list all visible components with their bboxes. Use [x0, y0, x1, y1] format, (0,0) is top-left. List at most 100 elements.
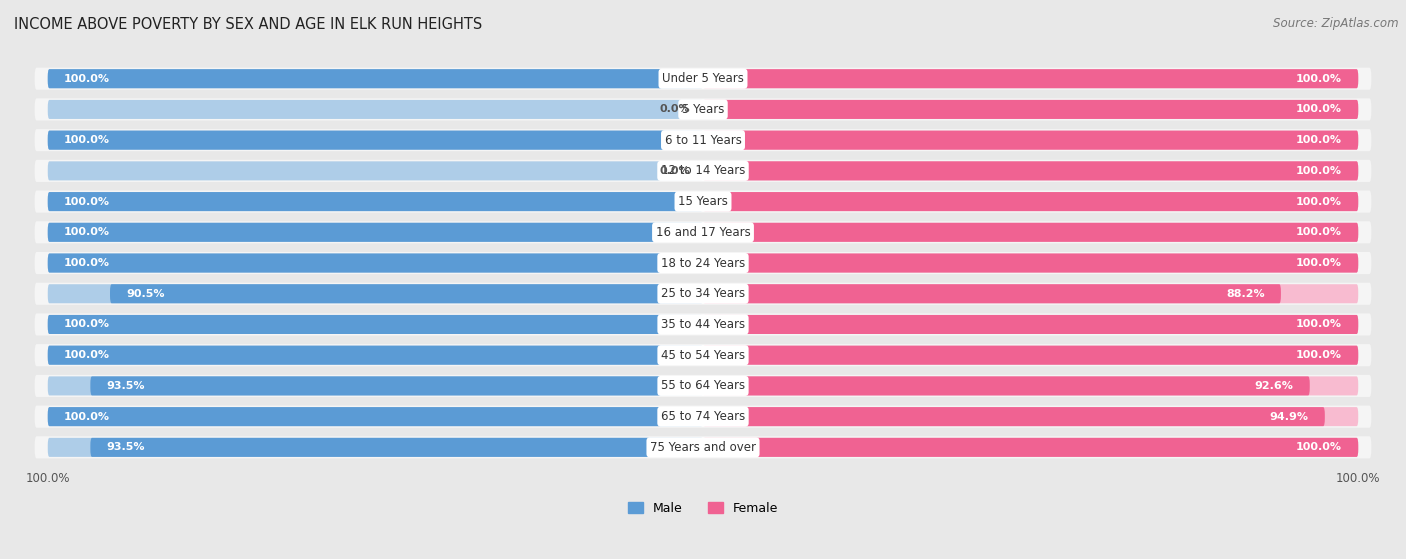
FancyBboxPatch shape	[48, 223, 703, 242]
Text: Under 5 Years: Under 5 Years	[662, 72, 744, 85]
Text: 18 to 24 Years: 18 to 24 Years	[661, 257, 745, 269]
FancyBboxPatch shape	[48, 69, 703, 88]
Text: 100.0%: 100.0%	[65, 411, 110, 421]
Text: 65 to 74 Years: 65 to 74 Years	[661, 410, 745, 423]
Text: 5 Years: 5 Years	[682, 103, 724, 116]
FancyBboxPatch shape	[35, 436, 1371, 458]
Text: 100.0%: 100.0%	[1296, 105, 1341, 115]
FancyBboxPatch shape	[703, 407, 1358, 426]
Text: 0.0%: 0.0%	[659, 105, 690, 115]
Text: 100.0%: 100.0%	[1296, 350, 1341, 360]
Text: 0.0%: 0.0%	[659, 166, 690, 176]
FancyBboxPatch shape	[35, 283, 1371, 305]
Text: 100.0%: 100.0%	[1296, 228, 1341, 238]
FancyBboxPatch shape	[35, 191, 1371, 212]
FancyBboxPatch shape	[703, 131, 1358, 150]
FancyBboxPatch shape	[90, 438, 703, 457]
Legend: Male, Female: Male, Female	[623, 497, 783, 520]
Text: 100.0%: 100.0%	[65, 350, 110, 360]
FancyBboxPatch shape	[48, 69, 703, 88]
FancyBboxPatch shape	[703, 438, 1358, 457]
FancyBboxPatch shape	[48, 254, 703, 273]
Text: 100.0%: 100.0%	[65, 135, 110, 145]
FancyBboxPatch shape	[48, 438, 703, 457]
Text: 55 to 64 Years: 55 to 64 Years	[661, 380, 745, 392]
FancyBboxPatch shape	[48, 131, 703, 150]
Text: 25 to 34 Years: 25 to 34 Years	[661, 287, 745, 300]
Text: 100.0%: 100.0%	[1296, 442, 1341, 452]
FancyBboxPatch shape	[48, 284, 703, 304]
Text: 93.5%: 93.5%	[107, 381, 145, 391]
Text: 100.0%: 100.0%	[65, 228, 110, 238]
FancyBboxPatch shape	[703, 438, 1358, 457]
FancyBboxPatch shape	[48, 162, 703, 181]
Text: 100.0%: 100.0%	[1296, 166, 1341, 176]
FancyBboxPatch shape	[703, 100, 1358, 119]
FancyBboxPatch shape	[703, 284, 1358, 304]
Text: 100.0%: 100.0%	[1336, 472, 1381, 485]
FancyBboxPatch shape	[48, 315, 703, 334]
FancyBboxPatch shape	[703, 100, 1358, 119]
Text: 100.0%: 100.0%	[1296, 258, 1341, 268]
FancyBboxPatch shape	[35, 252, 1371, 274]
FancyBboxPatch shape	[48, 223, 703, 242]
Text: 94.9%: 94.9%	[1270, 411, 1309, 421]
FancyBboxPatch shape	[35, 129, 1371, 151]
FancyBboxPatch shape	[48, 131, 703, 150]
Text: INCOME ABOVE POVERTY BY SEX AND AGE IN ELK RUN HEIGHTS: INCOME ABOVE POVERTY BY SEX AND AGE IN E…	[14, 17, 482, 32]
FancyBboxPatch shape	[703, 345, 1358, 364]
FancyBboxPatch shape	[48, 407, 703, 426]
FancyBboxPatch shape	[35, 314, 1371, 335]
Text: Source: ZipAtlas.com: Source: ZipAtlas.com	[1274, 17, 1399, 30]
FancyBboxPatch shape	[48, 315, 703, 334]
Text: 100.0%: 100.0%	[1296, 197, 1341, 207]
FancyBboxPatch shape	[35, 160, 1371, 182]
Text: 100.0%: 100.0%	[25, 472, 70, 485]
FancyBboxPatch shape	[35, 406, 1371, 428]
Text: 92.6%: 92.6%	[1254, 381, 1294, 391]
FancyBboxPatch shape	[703, 223, 1358, 242]
FancyBboxPatch shape	[703, 192, 1358, 211]
Text: 75 Years and over: 75 Years and over	[650, 441, 756, 454]
FancyBboxPatch shape	[110, 284, 703, 304]
FancyBboxPatch shape	[48, 254, 703, 273]
FancyBboxPatch shape	[48, 100, 703, 119]
FancyBboxPatch shape	[703, 192, 1358, 211]
FancyBboxPatch shape	[48, 192, 703, 211]
FancyBboxPatch shape	[90, 376, 703, 395]
Text: 100.0%: 100.0%	[1296, 135, 1341, 145]
FancyBboxPatch shape	[35, 68, 1371, 90]
FancyBboxPatch shape	[48, 345, 703, 364]
Text: 90.5%: 90.5%	[127, 289, 165, 299]
Text: 100.0%: 100.0%	[65, 320, 110, 329]
Text: 35 to 44 Years: 35 to 44 Years	[661, 318, 745, 331]
FancyBboxPatch shape	[703, 223, 1358, 242]
FancyBboxPatch shape	[703, 376, 1358, 395]
Text: 100.0%: 100.0%	[1296, 320, 1341, 329]
FancyBboxPatch shape	[35, 221, 1371, 243]
Text: 45 to 54 Years: 45 to 54 Years	[661, 349, 745, 362]
FancyBboxPatch shape	[48, 192, 703, 211]
FancyBboxPatch shape	[35, 98, 1371, 121]
FancyBboxPatch shape	[703, 162, 1358, 181]
FancyBboxPatch shape	[35, 375, 1371, 397]
FancyBboxPatch shape	[703, 284, 1281, 304]
Text: 12 to 14 Years: 12 to 14 Years	[661, 164, 745, 177]
Text: 100.0%: 100.0%	[1296, 74, 1341, 84]
FancyBboxPatch shape	[703, 345, 1358, 364]
Text: 93.5%: 93.5%	[107, 442, 145, 452]
FancyBboxPatch shape	[703, 376, 1310, 395]
Text: 15 Years: 15 Years	[678, 195, 728, 208]
FancyBboxPatch shape	[35, 344, 1371, 366]
Text: 6 to 11 Years: 6 to 11 Years	[665, 134, 741, 146]
FancyBboxPatch shape	[703, 254, 1358, 273]
Text: 100.0%: 100.0%	[65, 197, 110, 207]
FancyBboxPatch shape	[48, 407, 703, 426]
FancyBboxPatch shape	[703, 69, 1358, 88]
FancyBboxPatch shape	[703, 407, 1324, 426]
FancyBboxPatch shape	[703, 315, 1358, 334]
FancyBboxPatch shape	[703, 254, 1358, 273]
FancyBboxPatch shape	[48, 345, 703, 364]
Text: 100.0%: 100.0%	[65, 258, 110, 268]
FancyBboxPatch shape	[48, 376, 703, 395]
